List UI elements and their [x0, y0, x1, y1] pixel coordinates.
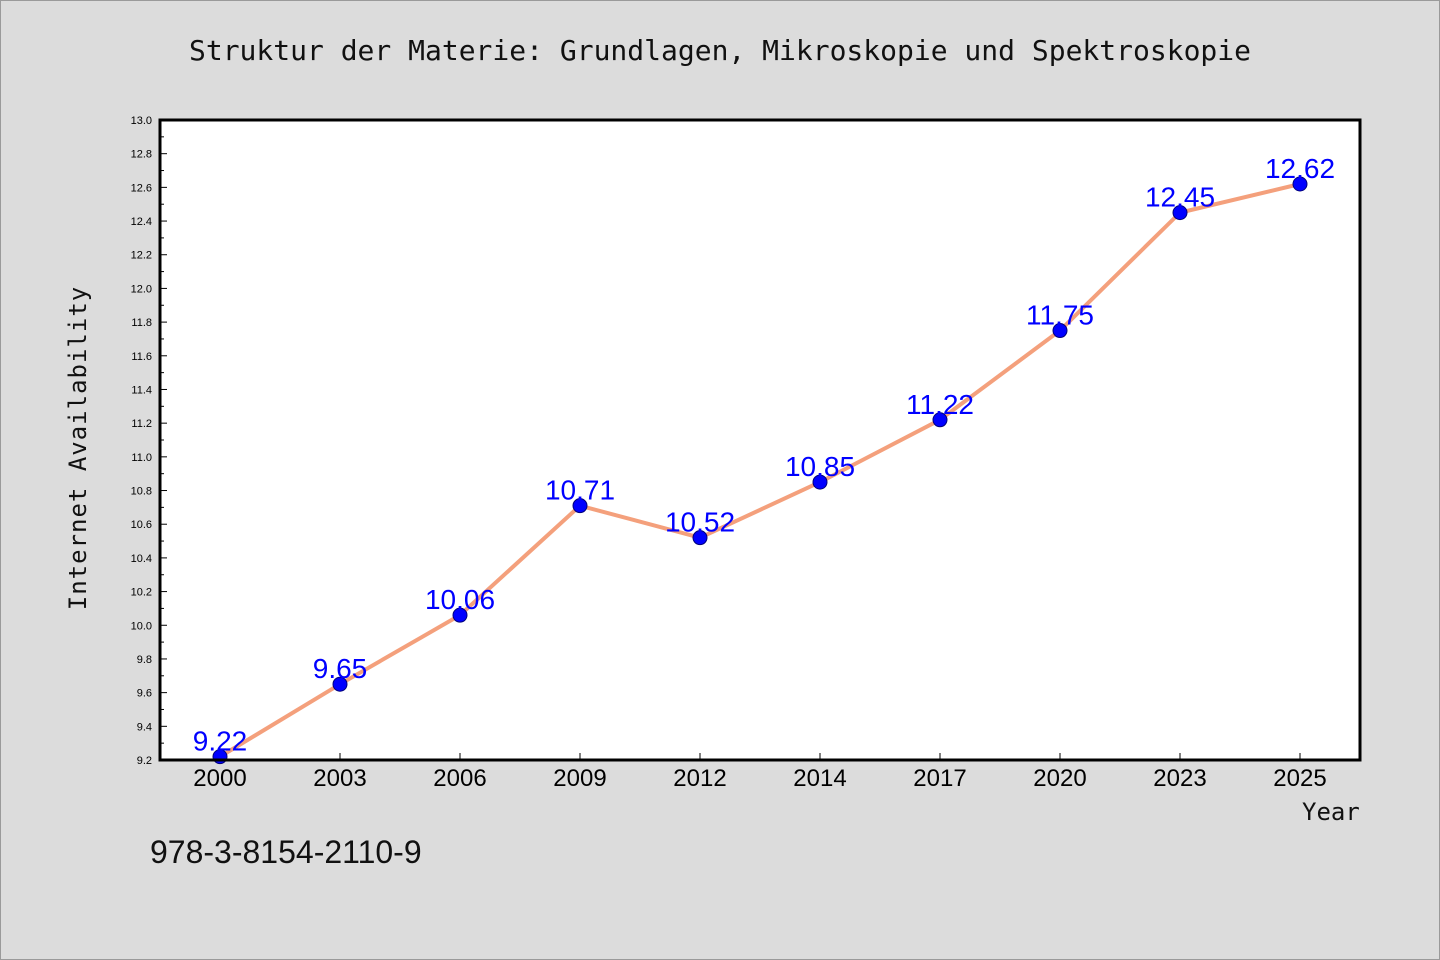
isbn-text: 978-3-8154-2110-9 — [150, 834, 422, 870]
y-tick-label: 12.4 — [131, 216, 152, 228]
data-point — [572, 498, 588, 514]
x-tick-label: 2003 — [313, 765, 366, 792]
y-tick-label: 9.2 — [137, 755, 152, 767]
y-tick-label: 11.6 — [131, 351, 152, 363]
x-tick-label: 2009 — [553, 765, 606, 792]
data-point — [932, 412, 948, 428]
x-tick-label: 2017 — [913, 765, 966, 792]
x-tick-label: 2023 — [1153, 765, 1206, 792]
x-tick-label: 2012 — [673, 765, 726, 792]
data-point — [452, 607, 468, 623]
data-label: 12.62 — [1265, 153, 1335, 184]
data-point — [692, 530, 708, 546]
data-label: 10.85 — [785, 451, 855, 482]
x-axis-label: Year — [1302, 798, 1360, 826]
y-tick-label: 10.6 — [131, 519, 152, 531]
x-tick-label: 2025 — [1273, 765, 1326, 792]
data-point — [1052, 323, 1068, 339]
data-label: 10.71 — [545, 475, 615, 506]
data-label: 10.52 — [665, 507, 735, 538]
data-label: 10.06 — [425, 584, 495, 615]
series-line — [218, 182, 1302, 759]
chart-title: Struktur der Materie: Grundlagen, Mikros… — [188, 34, 1252, 67]
data-point — [1292, 176, 1308, 192]
y-tick-label: 9.8 — [137, 654, 152, 666]
y-tick-label: 10.4 — [131, 553, 152, 565]
y-tick-label: 12.0 — [131, 283, 152, 295]
y-tick-label: 10.2 — [131, 587, 152, 599]
y-axis-label: Internet Availability — [64, 285, 92, 611]
y-tick-label: 9.4 — [137, 721, 152, 733]
y-tick-label: 9.6 — [137, 688, 152, 700]
plot-border — [158, 118, 1362, 762]
y-tick-label: 11.0 — [131, 452, 152, 464]
data-label: 11.22 — [906, 389, 974, 420]
data-point — [812, 474, 828, 490]
x-tick-label: 2006 — [433, 765, 486, 792]
y-tick-label: 11.2 — [131, 418, 152, 430]
y-tick-label: 12.6 — [131, 182, 152, 194]
y-tick-label: 10.0 — [131, 620, 152, 632]
data-point — [1172, 205, 1188, 221]
y-tick-label: 12.8 — [131, 149, 152, 161]
data-point — [332, 676, 348, 692]
data-label: 11.75 — [1026, 300, 1094, 331]
plot-area — [160, 120, 1360, 760]
y-tick-label: 11.8 — [131, 317, 152, 329]
x-tick-label: 2000 — [193, 765, 246, 792]
x-tick-label: 2014 — [793, 765, 846, 792]
y-tick-label: 10.8 — [131, 486, 152, 498]
y-tick-label: 12.2 — [131, 250, 152, 262]
data-label: 12.45 — [1145, 182, 1215, 213]
y-tick-label: 13.0 — [131, 115, 152, 127]
data-label: 9.22 — [193, 726, 248, 757]
data-label: 9.65 — [313, 653, 368, 684]
x-tick-label: 2020 — [1033, 765, 1086, 792]
y-tick-label: 11.4 — [131, 384, 152, 396]
